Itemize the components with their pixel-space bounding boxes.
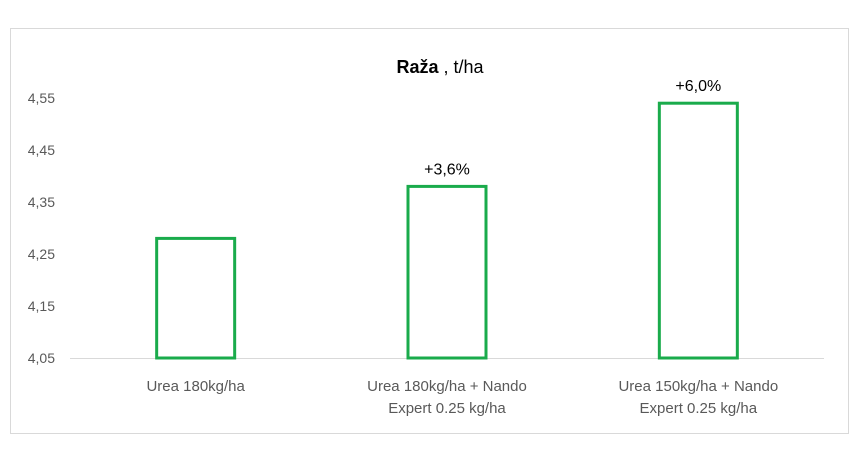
category-label: Expert 0.25 kg/ha bbox=[388, 400, 506, 417]
category-label: Expert 0.25 kg/ha bbox=[640, 400, 758, 417]
bar bbox=[155, 236, 237, 360]
bar-data-label: +3,6% bbox=[424, 161, 470, 178]
chart-frame bbox=[10, 28, 849, 434]
chart-title-unit: , t/ha bbox=[439, 57, 485, 77]
category-label: Urea 150kg/ha + Nando bbox=[618, 378, 778, 395]
y-tick-label: 4,35 bbox=[28, 194, 55, 210]
category-label: Urea 180kg/ha + Nando bbox=[367, 378, 527, 395]
bar-data-label: +6,0% bbox=[675, 78, 721, 95]
y-tick-label: 4,05 bbox=[28, 350, 55, 366]
y-tick-label: 4,25 bbox=[28, 246, 55, 262]
chart-title-bold: Raža bbox=[396, 57, 439, 77]
category-label: Urea 180kg/ha bbox=[146, 378, 245, 395]
y-tick-label: 4,55 bbox=[28, 90, 55, 106]
y-tick-label: 4,15 bbox=[28, 298, 55, 314]
bar bbox=[406, 184, 488, 360]
y-tick-label: 4,45 bbox=[28, 142, 55, 158]
bar bbox=[657, 101, 739, 360]
chart-title: Raža , t/ha bbox=[396, 57, 484, 77]
